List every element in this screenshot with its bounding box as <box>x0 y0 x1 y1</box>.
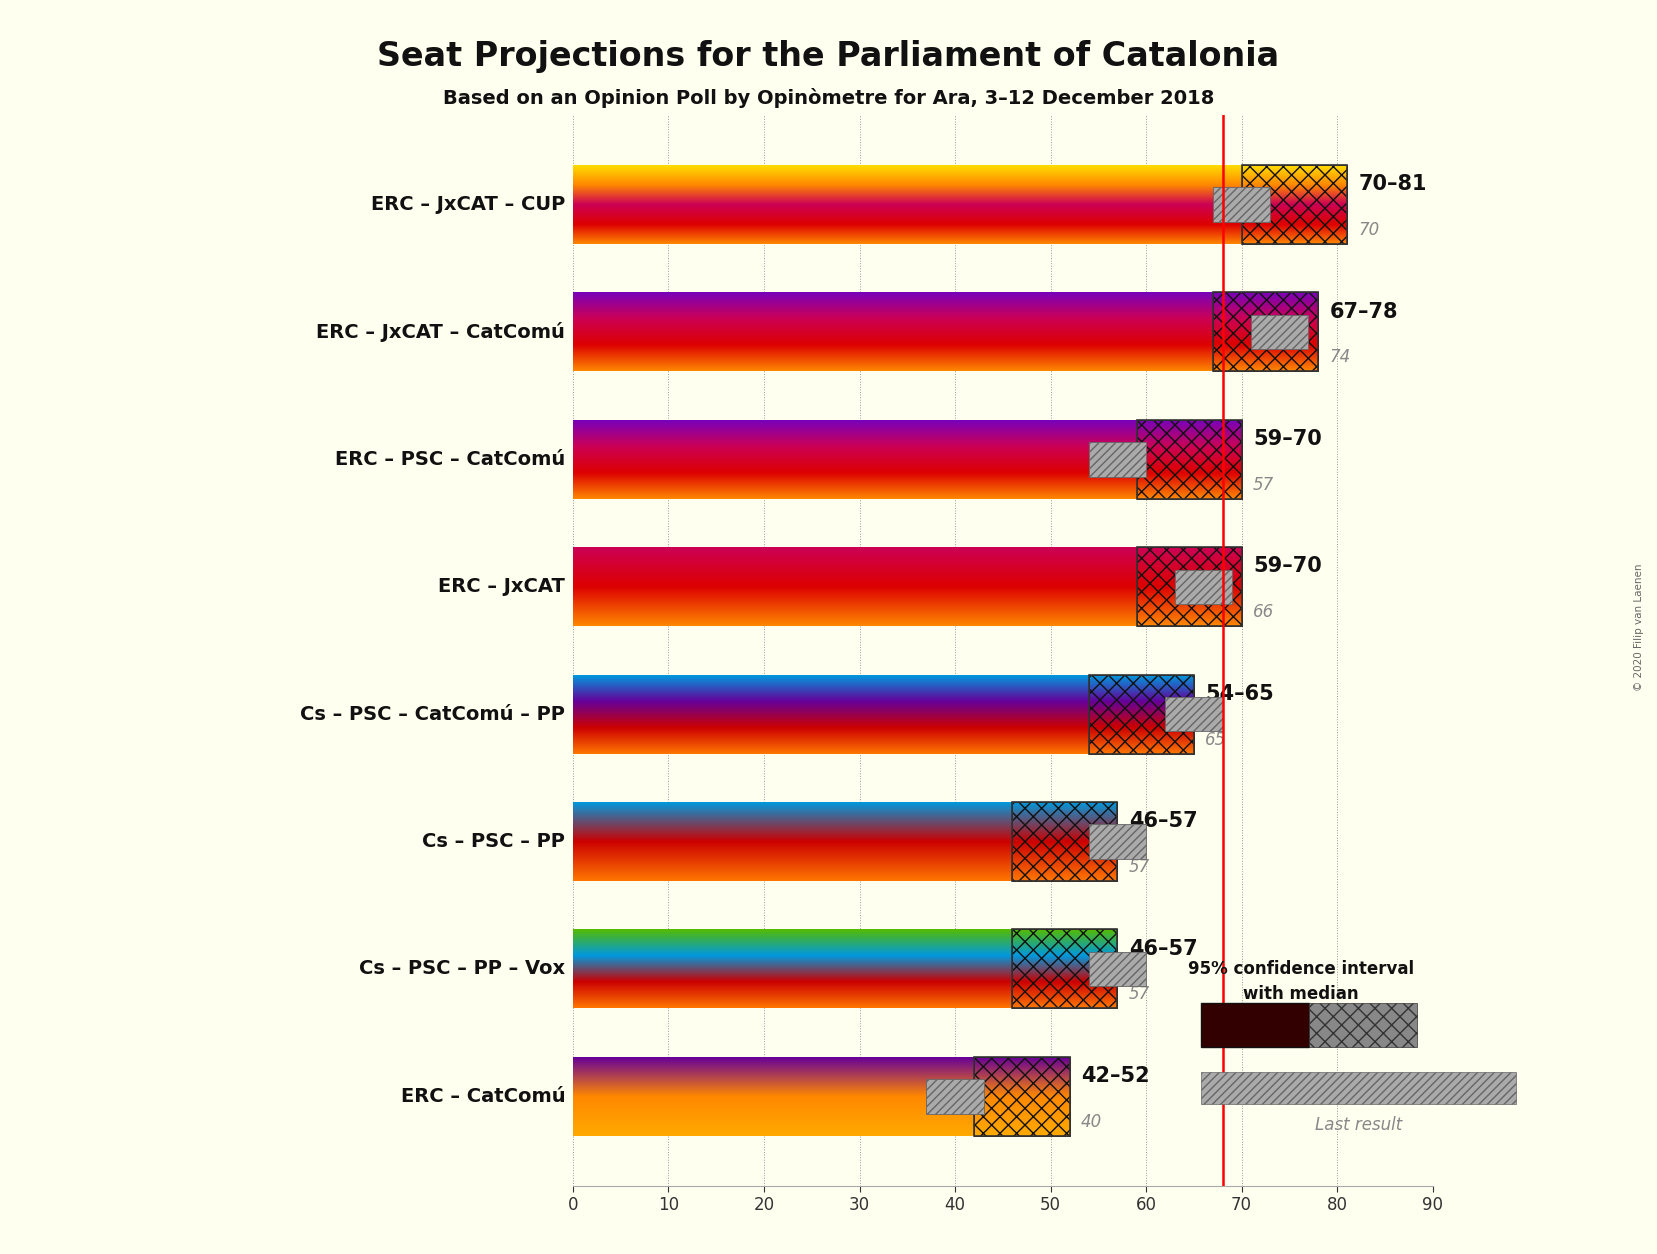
Bar <box>1089 952 1147 986</box>
Bar <box>1213 292 1317 371</box>
Text: 59–70: 59–70 <box>1253 429 1322 449</box>
Text: 95% confidence interval: 95% confidence interval <box>1188 961 1413 978</box>
Text: ERC – JxCAT – CatComú: ERC – JxCAT – CatComú <box>316 322 565 342</box>
Text: 46–57: 46–57 <box>1128 938 1198 958</box>
Text: 40: 40 <box>1080 1112 1102 1131</box>
Text: © 2020 Filip van Laenen: © 2020 Filip van Laenen <box>1634 563 1644 691</box>
Bar <box>1012 929 1117 1008</box>
Bar <box>573 698 1193 730</box>
Text: 74: 74 <box>1329 349 1350 366</box>
Bar <box>1089 675 1193 754</box>
Bar <box>974 1057 1070 1136</box>
Bar <box>1137 547 1241 626</box>
Bar <box>1213 187 1271 222</box>
Bar <box>1137 547 1241 626</box>
Bar <box>1089 824 1147 859</box>
Bar <box>1213 292 1317 371</box>
Text: 57: 57 <box>1128 986 1150 1003</box>
Bar <box>1241 166 1347 245</box>
Text: 66: 66 <box>1253 603 1274 621</box>
Bar <box>1012 803 1117 882</box>
Text: 42–52: 42–52 <box>1080 1066 1150 1086</box>
Text: 65: 65 <box>1205 731 1226 749</box>
Bar <box>1137 420 1241 499</box>
Text: Last result: Last result <box>1316 1116 1402 1134</box>
Bar <box>974 1057 1070 1136</box>
Bar <box>1089 443 1147 477</box>
Bar <box>1012 929 1117 1008</box>
Text: ERC – CatComú: ERC – CatComú <box>401 1087 565 1106</box>
Bar <box>926 1080 984 1114</box>
Bar <box>573 1081 954 1112</box>
Text: Cs – PSC – PP: Cs – PSC – PP <box>423 831 565 851</box>
Text: Seat Projections for the Parliament of Catalonia: Seat Projections for the Parliament of C… <box>378 40 1279 73</box>
Text: 70–81: 70–81 <box>1359 174 1427 194</box>
Bar <box>573 571 1203 603</box>
Bar <box>1165 697 1223 731</box>
Bar <box>1175 569 1233 604</box>
Text: ERC – JxCAT: ERC – JxCAT <box>439 577 565 596</box>
Text: with median: with median <box>1243 986 1359 1003</box>
Text: ERC – JxCAT – CUP: ERC – JxCAT – CUP <box>371 196 565 214</box>
Text: 67–78: 67–78 <box>1329 301 1399 321</box>
Text: Cs – PSC – PP – Vox: Cs – PSC – PP – Vox <box>360 959 565 978</box>
Bar <box>1137 420 1241 499</box>
Bar <box>573 953 1117 984</box>
Text: 57: 57 <box>1128 858 1150 877</box>
Bar <box>1241 166 1347 245</box>
Text: 46–57: 46–57 <box>1128 811 1198 831</box>
Bar <box>1089 675 1193 754</box>
Text: Cs – PSC – CatComú – PP: Cs – PSC – CatComú – PP <box>300 705 565 724</box>
Bar <box>1012 803 1117 882</box>
Text: 57: 57 <box>1253 475 1274 494</box>
Text: Based on an Opinion Poll by Opinòmetre for Ara, 3–12 December 2018: Based on an Opinion Poll by Opinòmetre f… <box>442 88 1215 108</box>
Bar <box>573 825 1117 858</box>
Text: 59–70: 59–70 <box>1253 557 1322 577</box>
Bar <box>1251 315 1309 349</box>
Bar <box>573 188 1241 221</box>
Text: 54–65: 54–65 <box>1205 683 1274 703</box>
Bar <box>573 444 1117 475</box>
Text: 70: 70 <box>1359 221 1379 240</box>
Text: ERC – PSC – CatComú: ERC – PSC – CatComú <box>335 450 565 469</box>
Bar <box>573 316 1279 347</box>
